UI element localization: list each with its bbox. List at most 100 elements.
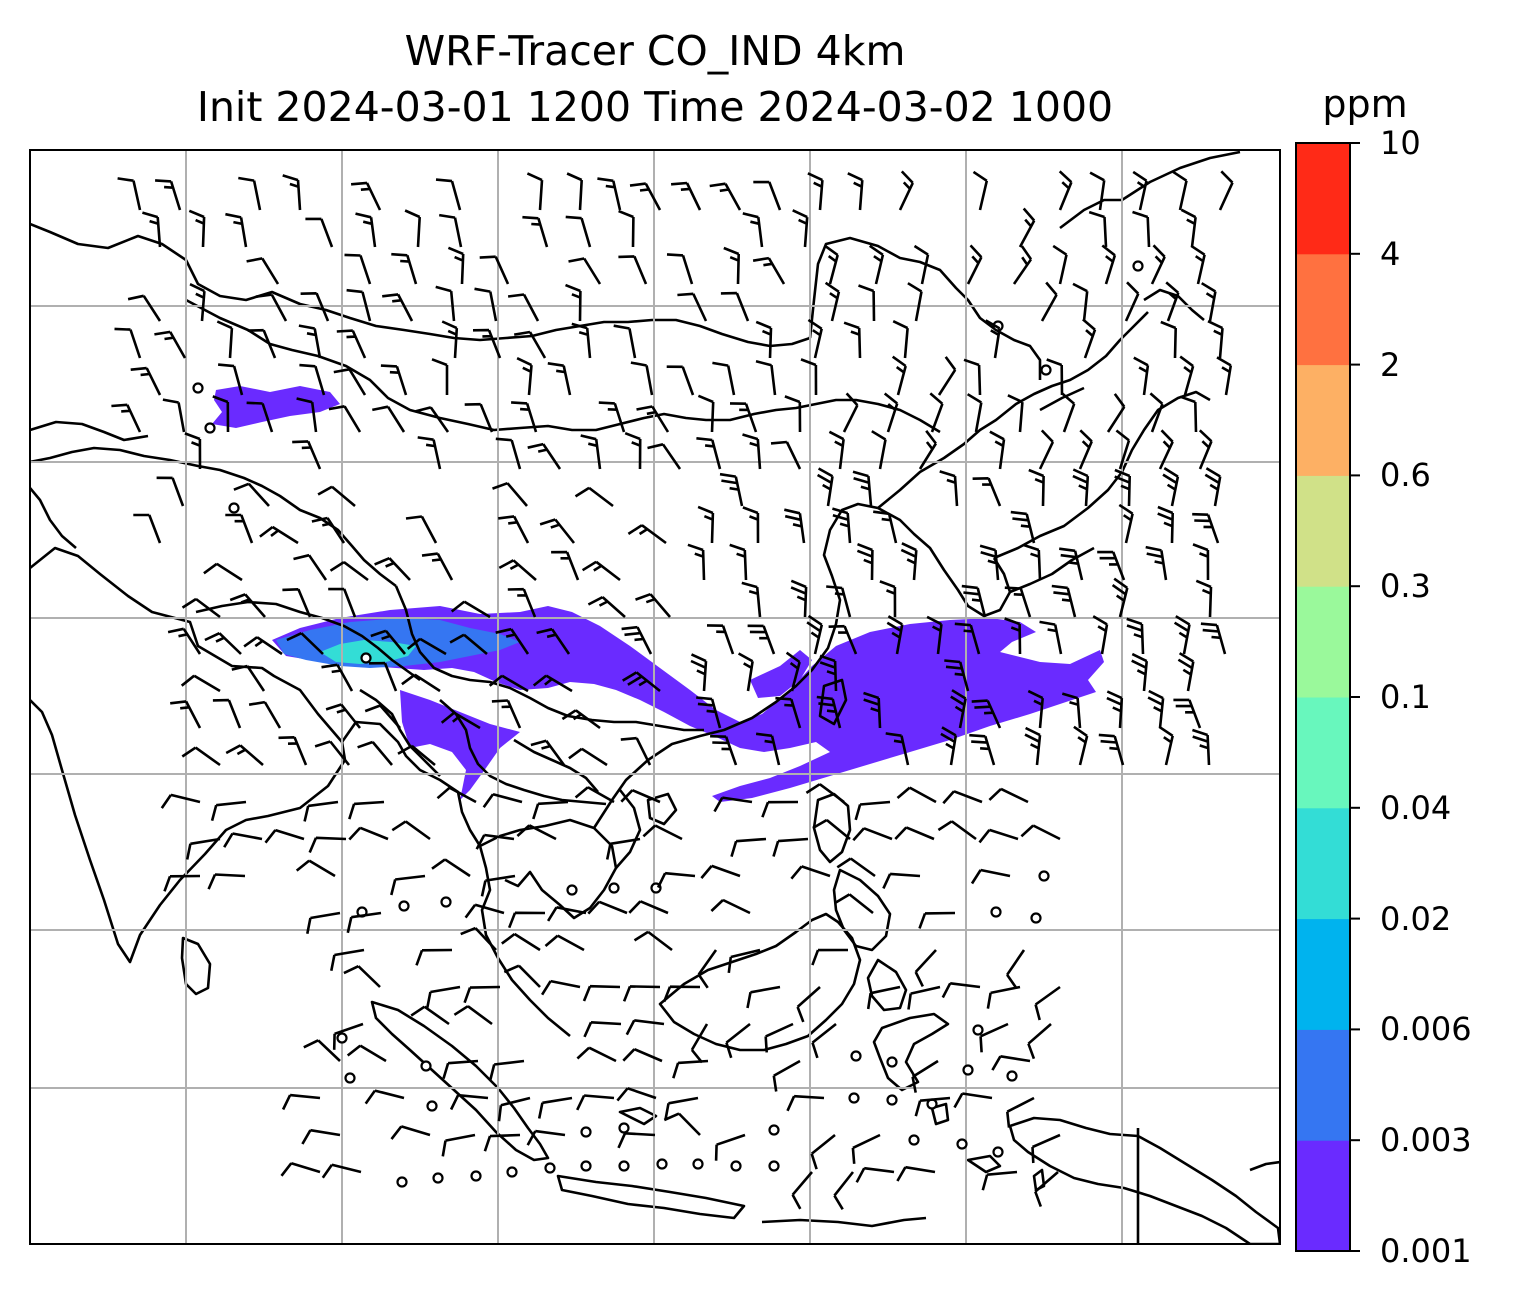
wind-barb: [621, 625, 653, 655]
colorbar-tick-label: 10: [1380, 124, 1421, 162]
wind-barb: [616, 1087, 657, 1102]
wind-barb: [328, 405, 362, 433]
wind-barb: [970, 868, 1011, 885]
wind-barb: [526, 172, 544, 211]
wind-barb: [414, 406, 450, 433]
wind-barb: [1200, 622, 1227, 655]
wind-barb: [503, 964, 541, 988]
wind-barb: [441, 320, 459, 359]
wind-barb: [282, 174, 302, 211]
wind-barb: [900, 542, 918, 581]
wind-barb: [812, 818, 851, 841]
wind-barb: [1052, 244, 1068, 285]
wind-barb: [460, 926, 497, 951]
calm-wind-marker: [1040, 364, 1052, 376]
wind-barb: [662, 985, 701, 1003]
wind-barb: [210, 800, 247, 822]
wind-barb: [1207, 320, 1224, 359]
wind-barb: [1218, 170, 1234, 211]
wind-barb: [940, 726, 958, 766]
colorbar-tick-label: 0.02: [1380, 899, 1452, 938]
wind-barb: [729, 543, 748, 581]
wind-barb: [259, 525, 299, 545]
wind-barb: [712, 361, 736, 396]
wind-barb: [598, 401, 626, 433]
wind-barb: [225, 513, 254, 544]
wind-barb: [482, 792, 523, 808]
colorbar-segment: [1296, 586, 1350, 698]
wind-barb: [666, 253, 694, 285]
wind-barb: [382, 293, 414, 322]
wind-barb: [576, 1094, 615, 1111]
wind-barb: [1072, 468, 1090, 507]
wind-barb: [189, 283, 206, 322]
wind-barb: [605, 837, 641, 860]
wind-barb: [697, 949, 718, 989]
wind-barb: [238, 176, 262, 211]
wind-barb: [764, 1022, 794, 1053]
wind-barb: [1150, 244, 1166, 285]
wind-barb: [1046, 358, 1064, 396]
wind-barb: [969, 733, 996, 766]
wind-barb: [761, 800, 799, 818]
wind-barb: [1097, 550, 1126, 581]
wind-barb: [981, 1170, 1018, 1191]
wind-barb: [1082, 318, 1097, 359]
calm-wind-marker: [544, 1162, 556, 1174]
wind-barb: [868, 244, 885, 285]
wind-barb: [824, 281, 841, 322]
wind-barb: [709, 182, 742, 211]
wind-barb: [755, 320, 773, 359]
wind-barb: [507, 911, 546, 929]
calm-wind-marker: [962, 1064, 974, 1076]
wind-barb: [1191, 728, 1211, 766]
wind-barb: [835, 893, 874, 915]
coastlines: [30, 150, 1280, 1244]
wind-barb: [587, 900, 628, 915]
wind-barb: [449, 1093, 489, 1111]
wind-barb: [580, 434, 602, 470]
wind-barb: [1157, 505, 1174, 544]
wind-barb: [898, 170, 914, 211]
wind-barb: [1131, 652, 1148, 692]
wind-barb: [565, 215, 592, 248]
wind-barb: [847, 172, 864, 211]
wind-barb: [1004, 586, 1032, 618]
wind-barb: [295, 859, 336, 878]
wind-barb: [628, 900, 669, 915]
wind-barb: [690, 653, 708, 692]
wind-barb: [330, 948, 365, 971]
calm-wind-marker: [580, 1126, 592, 1138]
wind-barb: [824, 244, 839, 285]
wind-barb: [292, 440, 322, 470]
calm-wind-marker: [432, 1172, 444, 1184]
wind-barb: [501, 932, 541, 952]
wind-barb: [854, 800, 891, 821]
wind-barb: [181, 597, 221, 619]
wind-barb: [231, 664, 266, 692]
tracer-plume: [400, 690, 520, 800]
wind-barb: [911, 1059, 939, 1093]
calm-wind-marker: [886, 1056, 898, 1068]
wind-barb: [516, 824, 557, 841]
map-frame: [29, 149, 1281, 1245]
wind-barb: [883, 392, 899, 433]
wind-barb: [203, 562, 243, 582]
wind-barb: [1132, 210, 1151, 248]
wind-barb: [1118, 503, 1134, 544]
wind-barb: [449, 633, 488, 655]
wind-barb: [770, 440, 802, 470]
wind-barb: [697, 394, 715, 433]
wind-barb: [719, 472, 744, 507]
calm-wind-marker: [992, 1146, 1004, 1158]
wind-barb: [479, 255, 510, 285]
wind-barb: [188, 209, 206, 248]
tracer-plume: [320, 640, 416, 664]
wind-barb: [343, 965, 381, 988]
calm-wind-marker: [580, 1160, 592, 1172]
wind-barb: [772, 837, 809, 857]
tracer-plume: [212, 386, 340, 428]
wind-barb: [536, 627, 571, 655]
calm-wind-marker: [398, 900, 410, 912]
wind-barb: [581, 560, 621, 582]
